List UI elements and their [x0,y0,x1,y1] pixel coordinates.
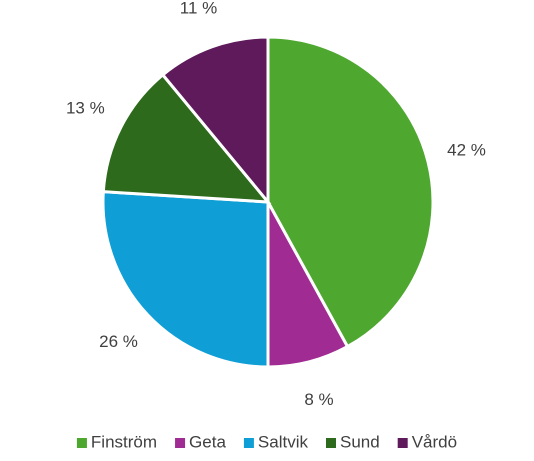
legend-label: Geta [189,432,226,451]
data-label: 8 % [304,390,333,409]
legend-label: Vårdö [412,432,457,451]
legend-label: Finström [91,432,157,451]
legend-label: Sund [340,432,380,451]
data-label: 42 % [447,141,486,160]
data-label: 13 % [66,98,105,117]
legend-swatch [397,438,408,448]
legend-label: Saltvik [258,432,309,451]
pie-slice [101,72,272,204]
pie-slice [160,35,270,207]
legend-swatch [325,438,336,448]
legend-swatch [175,438,186,448]
data-label: 11 % [180,0,218,18]
legend-swatch [243,438,254,448]
legend-swatch [76,438,87,448]
pie-slice [101,190,270,369]
pie-slice [266,35,435,349]
data-label: 26 % [99,332,138,351]
